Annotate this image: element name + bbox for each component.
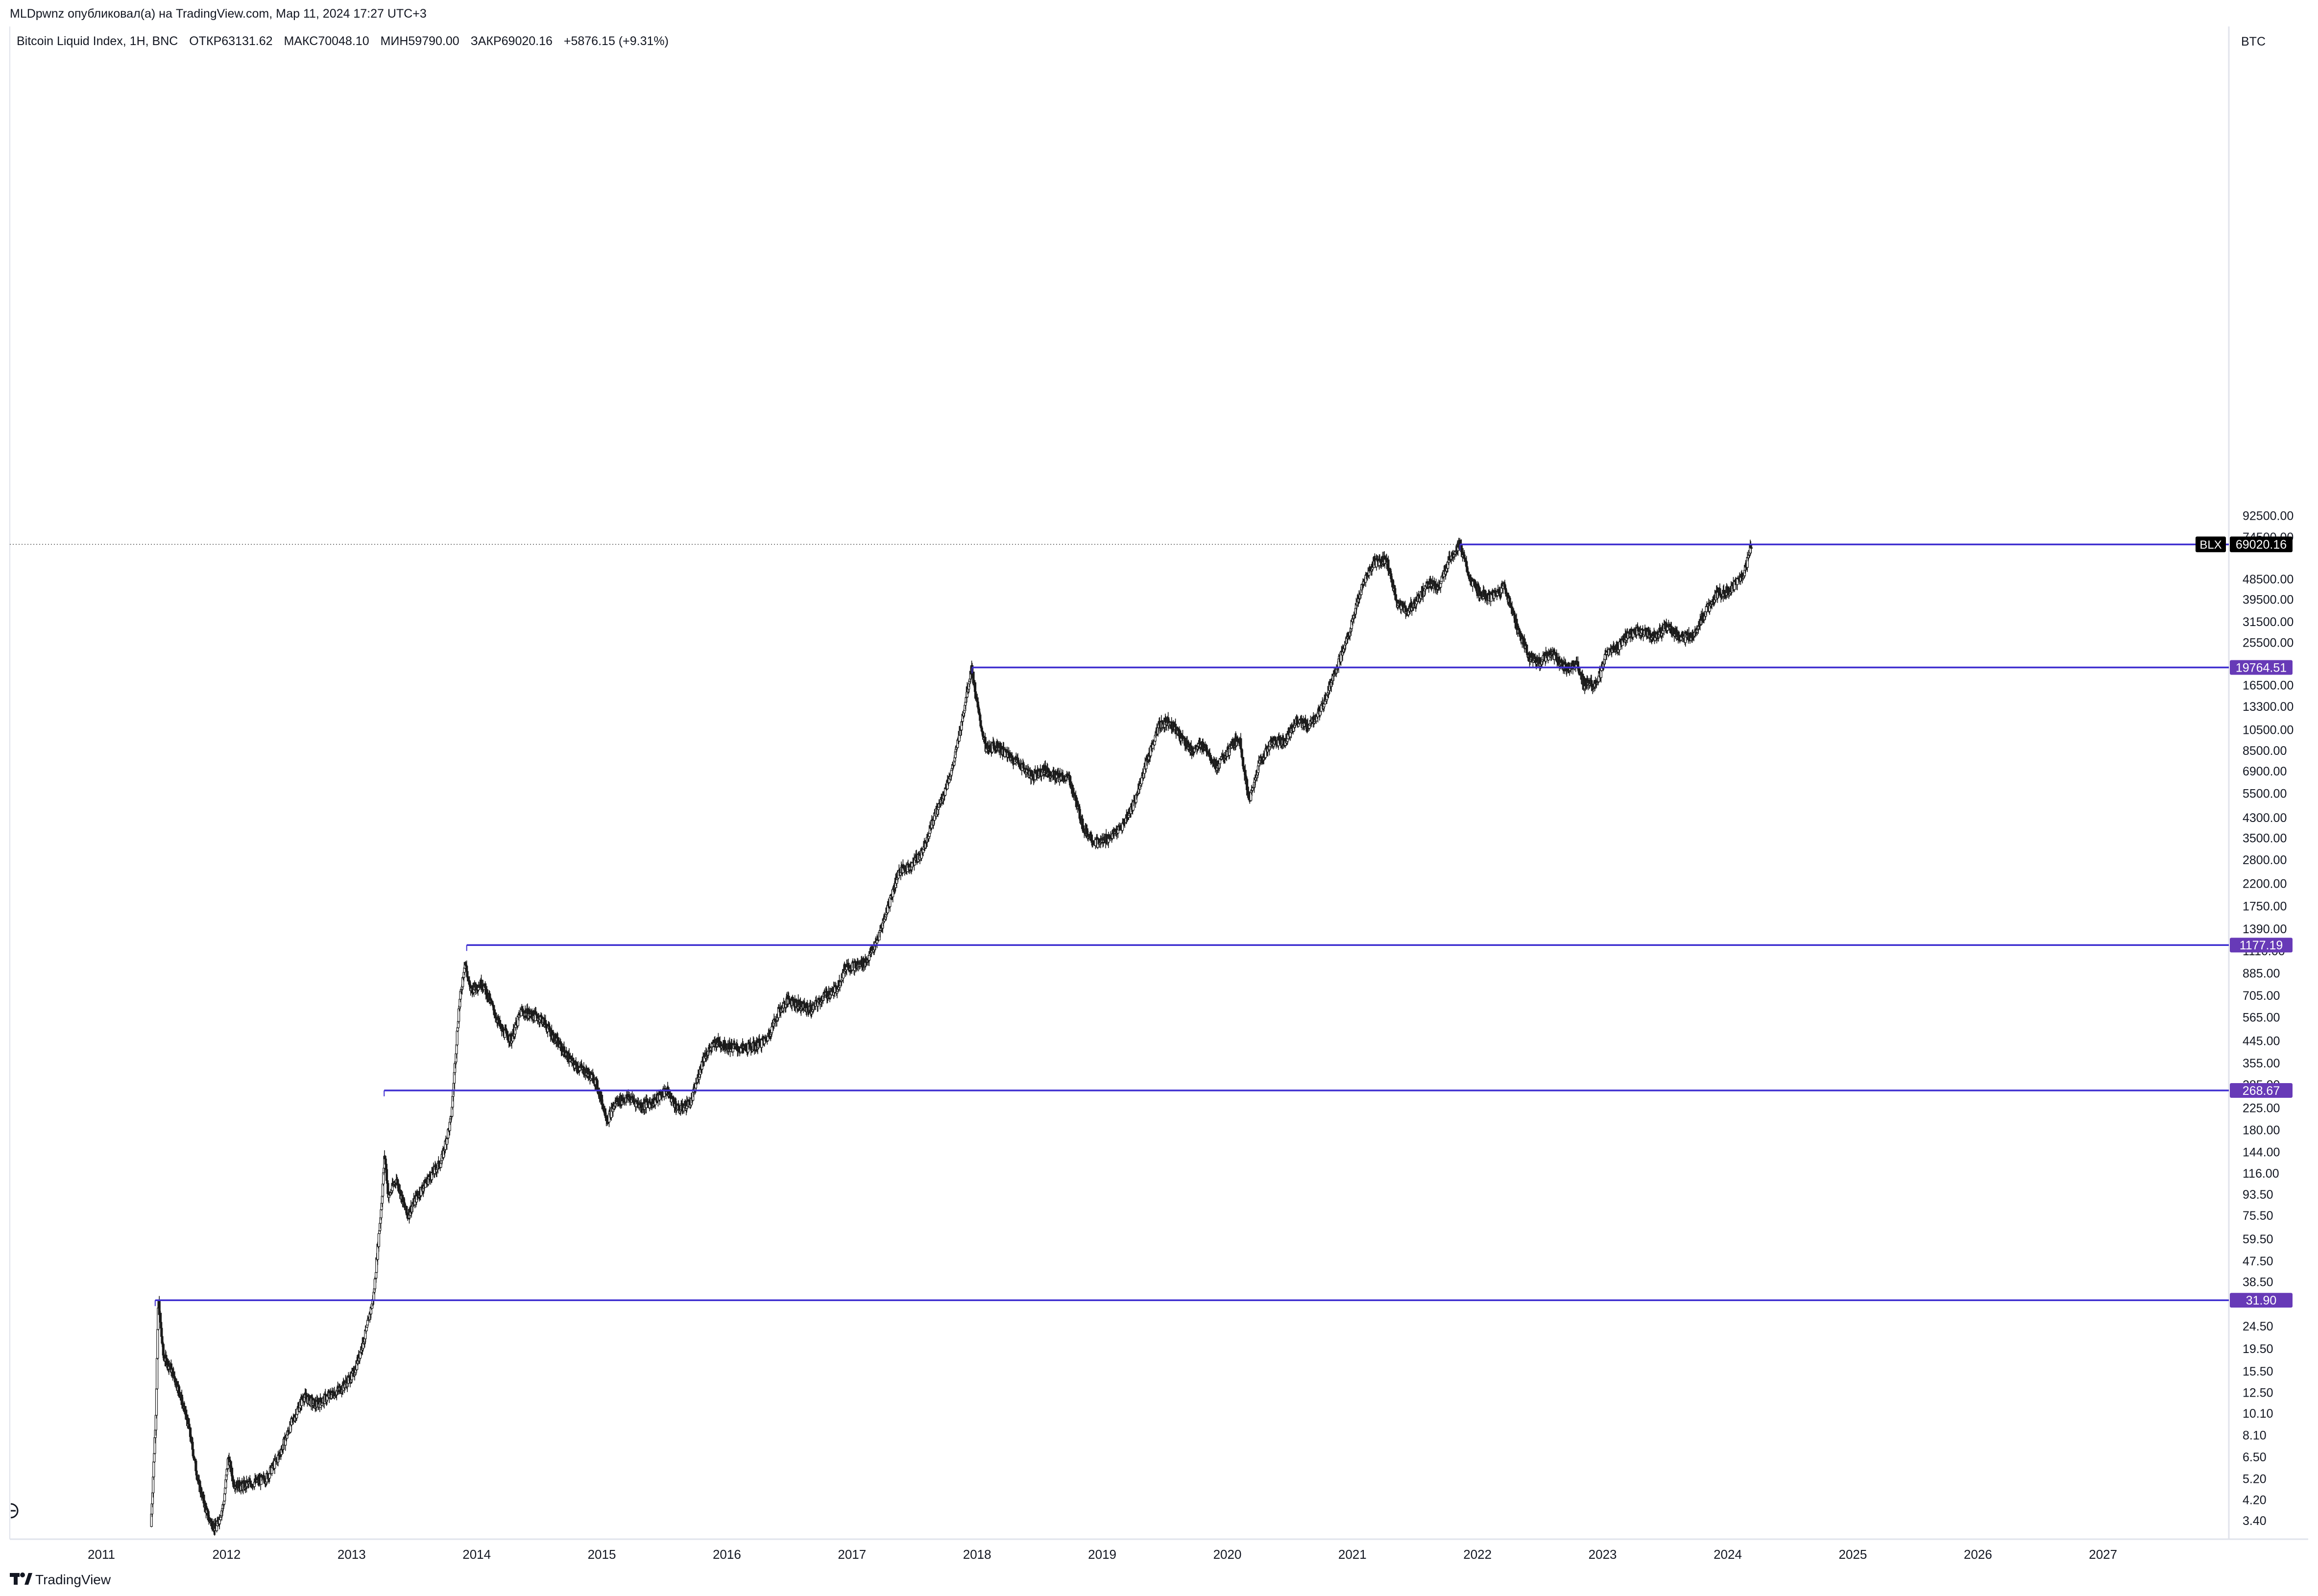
time-tick-label: 2015 bbox=[588, 1547, 616, 1562]
time-tick-label: 2019 bbox=[1088, 1547, 1116, 1562]
candle bbox=[156, 1356, 159, 1390]
price-tick-label: 3500.00 bbox=[2243, 831, 2287, 845]
price-tag-value: 69020.16 bbox=[2236, 538, 2287, 552]
candles-layer bbox=[150, 537, 1753, 1536]
price-tick-label: 93.50 bbox=[2243, 1188, 2273, 1202]
time-tick-label: 2024 bbox=[1714, 1547, 1742, 1562]
last-price-tag: BLX 69020.16 bbox=[2196, 536, 2293, 553]
tradingview-logo-text: TradingView bbox=[35, 1572, 111, 1587]
price-tick-label: 10.10 bbox=[2243, 1407, 2273, 1421]
time-tick-label: 2022 bbox=[1463, 1547, 1492, 1562]
time-tick-label: 2011 bbox=[88, 1547, 115, 1562]
candle bbox=[1181, 730, 1184, 744]
time-tick-label: 2014 bbox=[462, 1547, 491, 1562]
time-tick-label: 2027 bbox=[2089, 1547, 2117, 1562]
time-tick-label: 2017 bbox=[838, 1547, 866, 1562]
price-tick-label: 355.00 bbox=[2243, 1057, 2280, 1070]
level-price-label: 1177.19 bbox=[2230, 938, 2293, 953]
time-tick-label: 2023 bbox=[1589, 1547, 1617, 1562]
price-tick-label: 180.00 bbox=[2243, 1124, 2280, 1137]
candle bbox=[152, 1461, 155, 1480]
price-tick-label: 24.50 bbox=[2243, 1320, 2273, 1333]
candle bbox=[155, 1386, 158, 1419]
tradingview-logo-icon bbox=[10, 1572, 32, 1585]
price-tick-label: 144.00 bbox=[2243, 1145, 2280, 1159]
price-tick-label: 25500.00 bbox=[2243, 636, 2294, 650]
level-price-label: 268.67 bbox=[2230, 1083, 2293, 1098]
price-tick-label: 1390.00 bbox=[2243, 922, 2287, 936]
price-tick-label: 15.50 bbox=[2243, 1365, 2273, 1378]
price-tick-label: 225.00 bbox=[2243, 1102, 2280, 1115]
tradingview-logo[interactable]: TradingView bbox=[10, 1572, 111, 1587]
price-tick-label: 31500.00 bbox=[2243, 615, 2294, 629]
price-tick-label: 39500.00 bbox=[2243, 593, 2294, 606]
time-tick-label: 2020 bbox=[1213, 1547, 1242, 1562]
level-line[interactable] bbox=[466, 944, 2229, 951]
price-tick-label: 12.50 bbox=[2243, 1386, 2273, 1400]
price-tick-label: 4.20 bbox=[2243, 1494, 2267, 1507]
legend-open: ОТКР63131.62 bbox=[189, 34, 272, 48]
ruler-clock-icon[interactable] bbox=[10, 1503, 19, 1519]
time-tick-label: 2018 bbox=[963, 1547, 991, 1562]
price-tick-label: 5.20 bbox=[2243, 1473, 2267, 1486]
price-tick-label: 16500.00 bbox=[2243, 679, 2294, 693]
level-price-label: 19764.51 bbox=[2230, 660, 2293, 675]
legend-low: МИН59790.00 bbox=[381, 34, 459, 48]
level-label-text: 19764.51 bbox=[2236, 661, 2287, 675]
price-tick-label: 3.40 bbox=[2243, 1514, 2267, 1528]
price-tag-ticker: BLX bbox=[2199, 538, 2221, 552]
level-price-label: 31.90 bbox=[2230, 1293, 2293, 1308]
price-tick-label: 885.00 bbox=[2243, 967, 2280, 981]
price-tick-label: 75.50 bbox=[2243, 1209, 2273, 1223]
price-tick-label: 19.50 bbox=[2243, 1342, 2273, 1356]
price-tick-label: 92500.00 bbox=[2243, 509, 2294, 523]
legend-symbol: Bitcoin Liquid Index, 1H, BNC bbox=[17, 34, 178, 48]
price-tick-label: 445.00 bbox=[2243, 1035, 2280, 1048]
time-tick-label: 2021 bbox=[1338, 1547, 1367, 1562]
time-tick-label: 2013 bbox=[338, 1547, 366, 1562]
level-line[interactable] bbox=[154, 1299, 2229, 1306]
price-tick-label: 6.50 bbox=[2243, 1451, 2267, 1464]
legend-change: +5876.15 (+9.31%) bbox=[564, 34, 669, 48]
legend-high: МАКС70048.10 bbox=[284, 34, 369, 48]
price-tick-label: 705.00 bbox=[2243, 989, 2280, 1003]
level-line[interactable] bbox=[1459, 543, 2229, 551]
time-tick-label: 2026 bbox=[1964, 1547, 1992, 1562]
price-tick-label: 2200.00 bbox=[2243, 877, 2287, 891]
publisher-line: MLDpwnz опубликовал(а) на TradingView.co… bbox=[10, 7, 427, 21]
time-tick-label: 2012 bbox=[212, 1547, 241, 1562]
price-tick-label: 1750.00 bbox=[2243, 900, 2287, 914]
price-tick-label: 8500.00 bbox=[2243, 744, 2287, 758]
price-tick-label: 6900.00 bbox=[2243, 765, 2287, 778]
price-tick-label: 13300.00 bbox=[2243, 700, 2294, 714]
price-tick-label: 565.00 bbox=[2243, 1011, 2280, 1025]
price-tick-label: 59.50 bbox=[2243, 1233, 2273, 1246]
price-tick-label: 2800.00 bbox=[2243, 853, 2287, 867]
price-tick-label: 4300.00 bbox=[2243, 811, 2287, 825]
level-lines-layer bbox=[154, 543, 2229, 1306]
price-tick-label: 47.50 bbox=[2243, 1255, 2273, 1268]
time-axis[interactable]: 2011 2012 2013 2014 2015 2016 2017 2018 2019 2020… bbox=[88, 1547, 2117, 1562]
ohlc-legend: Bitcoin Liquid Index, 1H, BNC ОТКР63131.… bbox=[17, 34, 669, 48]
price-tick-label: 38.50 bbox=[2243, 1275, 2273, 1289]
time-tick-label: 2025 bbox=[1838, 1547, 1867, 1562]
level-label-text: 268.67 bbox=[2243, 1084, 2280, 1098]
svg-text:Bitcoin Liquid Index, 1H, BNC: Bitcoin Liquid Index, 1H, BNC ОТКР63131.… bbox=[17, 34, 669, 48]
price-tick-label: 5500.00 bbox=[2243, 787, 2287, 801]
level-label-text: 31.90 bbox=[2246, 1294, 2277, 1307]
level-label-text: 1177.19 bbox=[2240, 939, 2283, 952]
price-tick-label: 10500.00 bbox=[2243, 724, 2294, 737]
time-tick-label: 2016 bbox=[713, 1547, 741, 1562]
axis-currency: BTC bbox=[2241, 35, 2266, 48]
legend-close: ЗАКР69020.16 bbox=[471, 34, 553, 48]
price-tick-label: 48500.00 bbox=[2243, 573, 2294, 586]
price-tick-label: 116.00 bbox=[2243, 1167, 2279, 1181]
price-tick-label: 8.10 bbox=[2243, 1429, 2267, 1443]
candle bbox=[156, 1327, 159, 1360]
